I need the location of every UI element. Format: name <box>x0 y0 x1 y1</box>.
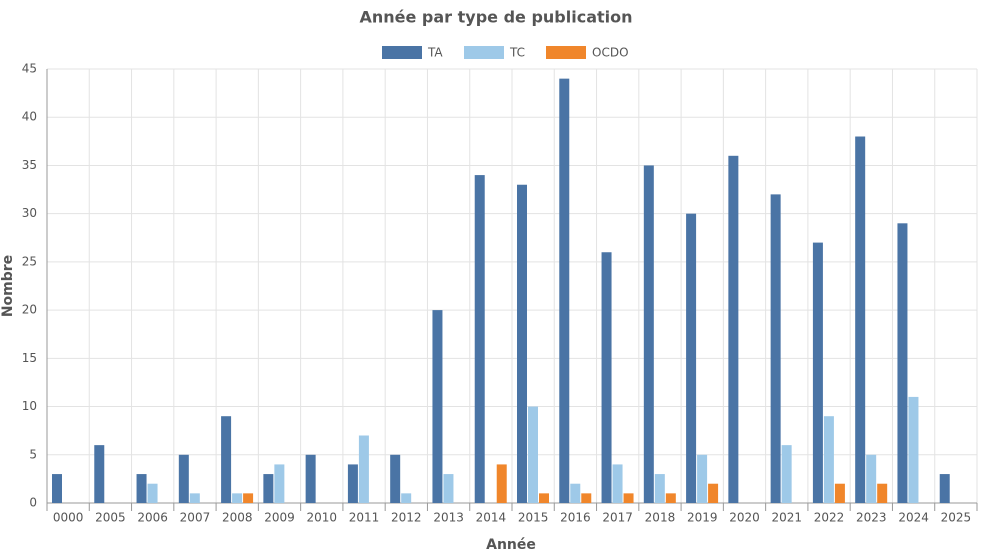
x-tick-label: 2020 <box>729 511 760 525</box>
bar <box>432 310 443 503</box>
x-tick-label: 2023 <box>856 511 887 525</box>
bar <box>812 242 823 503</box>
legend-swatch <box>546 46 586 59</box>
bar <box>708 483 719 503</box>
bar <box>939 474 950 503</box>
x-axis-title: Année <box>486 537 536 553</box>
bar <box>390 454 401 503</box>
bar <box>401 493 412 503</box>
x-tick-label: 0000 <box>53 511 84 525</box>
y-tick-label: 5 <box>29 447 37 461</box>
x-tick-label: 2008 <box>222 511 253 525</box>
bar <box>781 445 792 503</box>
bar <box>897 223 908 504</box>
y-tick-label: 10 <box>22 399 37 413</box>
y-tick-label: 40 <box>22 110 37 124</box>
x-tick-label: 2014 <box>476 511 507 525</box>
x-tick-label: 2006 <box>137 511 168 525</box>
y-tick-label: 45 <box>22 62 37 76</box>
bar <box>443 474 454 503</box>
bar <box>665 493 676 503</box>
bar <box>274 464 285 503</box>
bar <box>908 396 919 503</box>
legend-label: TC <box>509 46 525 60</box>
bar <box>474 175 485 504</box>
bar <box>358 435 369 503</box>
bar <box>539 493 549 503</box>
x-tick-label: 2010 <box>306 511 337 525</box>
legend-label: TA <box>427 46 443 60</box>
x-tick-label: 2022 <box>814 511 845 525</box>
bar <box>136 474 147 503</box>
y-axis-title: Nombre <box>0 255 16 317</box>
bar <box>612 464 623 503</box>
bar <box>643 165 654 503</box>
x-tick-label: 2009 <box>264 511 295 525</box>
x-tick-label: 2017 <box>602 511 633 525</box>
bar <box>232 493 243 503</box>
bar <box>221 416 232 503</box>
bar <box>728 155 739 504</box>
bar <box>654 474 665 503</box>
bar <box>52 474 62 503</box>
x-tick-label: 2021 <box>771 511 802 525</box>
x-tick-label: 2005 <box>95 511 126 525</box>
y-tick-label: 30 <box>22 206 37 220</box>
x-tick-label: 2024 <box>898 511 929 525</box>
bar <box>686 213 697 503</box>
bar <box>189 493 200 503</box>
bar <box>243 493 254 503</box>
y-tick-label: 25 <box>22 254 37 268</box>
bar <box>623 493 634 503</box>
bar <box>263 474 274 503</box>
bar <box>601 252 612 503</box>
y-tick-label: 35 <box>22 158 37 172</box>
x-tick-label: 2018 <box>645 511 676 525</box>
y-tick-label: 15 <box>22 351 37 365</box>
bar <box>570 483 581 503</box>
x-tick-label: 2012 <box>391 511 422 525</box>
bar <box>770 194 781 503</box>
y-tick-label: 20 <box>22 303 37 317</box>
bar <box>877 483 888 503</box>
bar <box>517 184 527 503</box>
x-tick-label: 2013 <box>433 511 464 525</box>
legend: TA TC OCDO <box>382 46 629 60</box>
legend-label: OCDO <box>592 46 629 60</box>
legend-swatch <box>464 46 504 59</box>
x-tick-label: 2019 <box>687 511 718 525</box>
bar <box>94 445 105 503</box>
bar <box>581 493 592 503</box>
legend-swatch <box>382 46 422 59</box>
bar <box>697 454 708 503</box>
x-tick-label: 2007 <box>180 511 211 525</box>
bar <box>305 454 316 503</box>
bar <box>866 454 877 503</box>
bar <box>823 416 834 503</box>
bar <box>496 464 507 503</box>
chart-title: Année par type de publication <box>359 8 632 27</box>
x-tick-label: 2011 <box>349 511 380 525</box>
bar <box>855 136 866 503</box>
bar <box>834 483 845 503</box>
bar <box>559 78 570 504</box>
x-tick-label: 2025 <box>941 511 972 525</box>
x-tick-label: 2015 <box>518 511 549 525</box>
bar <box>178 454 189 503</box>
bar <box>528 406 538 503</box>
bar <box>347 464 358 503</box>
bar <box>147 483 158 503</box>
y-tick-label: 0 <box>29 496 37 510</box>
x-tick-label: 2016 <box>560 511 591 525</box>
